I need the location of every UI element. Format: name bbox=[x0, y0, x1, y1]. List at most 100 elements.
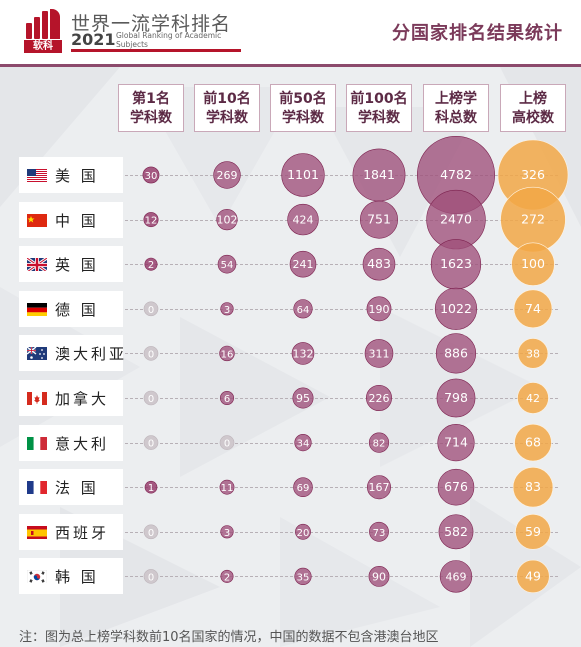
data-label-total: 676 bbox=[444, 479, 468, 494]
data-label-top50: 34 bbox=[297, 439, 310, 450]
data-label-top10: 0 bbox=[224, 439, 230, 450]
data-label-top10: 2 bbox=[224, 572, 230, 583]
data-label-total: 886 bbox=[444, 345, 468, 360]
column-header-line2: 学科数 bbox=[358, 110, 400, 126]
bubble-top100 bbox=[368, 566, 390, 587]
bubble-top100 bbox=[366, 475, 391, 500]
row-label: 西班牙 bbox=[19, 513, 123, 550]
bubble-top50 bbox=[293, 477, 313, 498]
bubble-top50 bbox=[281, 153, 325, 197]
ca-flag-icon bbox=[27, 391, 47, 405]
row-label: 韩 国 bbox=[19, 558, 123, 595]
data-label-top1: 1 bbox=[148, 483, 154, 494]
column-header-top50: 前50名学科数 bbox=[270, 84, 336, 132]
row-label: 美 国 bbox=[19, 157, 123, 193]
shanghairanking-logo: 软科 bbox=[24, 9, 62, 53]
data-label-universities: 38 bbox=[526, 347, 540, 360]
country-name: 中 国 bbox=[55, 211, 99, 230]
data-label-top50: 35 bbox=[297, 572, 310, 583]
bubble-top100 bbox=[366, 296, 392, 322]
country-name: 英 国 bbox=[55, 256, 99, 275]
us-flag-icon bbox=[27, 168, 47, 182]
country-name: 德 国 bbox=[55, 300, 99, 319]
column-header-total: 上榜学 科总数 bbox=[423, 84, 489, 132]
bubble-universities bbox=[514, 423, 552, 462]
country-name: 法 国 bbox=[55, 479, 99, 498]
data-label-total: 4782 bbox=[440, 167, 472, 182]
row-guide-line bbox=[125, 175, 558, 176]
row-guide-line bbox=[125, 576, 558, 578]
column-header-line2: 学科数 bbox=[282, 110, 324, 126]
title-year: 2021 bbox=[71, 30, 116, 49]
row-label: 澳大利亚 bbox=[19, 335, 124, 372]
column-header-line1: 上榜 bbox=[519, 91, 547, 107]
bubble-top100 bbox=[362, 247, 396, 281]
column-header-top1: 第1名 学科数 bbox=[118, 84, 184, 132]
header: 软科 世界一流学科排名 2021 Global Ranking of Acade… bbox=[0, 0, 581, 67]
column-header-top10: 前10名 学科数 bbox=[194, 84, 260, 132]
title-underline bbox=[71, 49, 241, 52]
bubble-top10 bbox=[220, 390, 235, 405]
country-name: 西班牙 bbox=[55, 523, 110, 542]
de-flag-icon bbox=[27, 302, 47, 316]
bubble-top1 bbox=[143, 524, 159, 540]
bubble-top1 bbox=[143, 212, 159, 228]
data-label-total: 469 bbox=[446, 570, 467, 583]
data-label-top50: 64 bbox=[297, 305, 310, 316]
data-label-top1: 30 bbox=[145, 171, 158, 182]
row-guide-line bbox=[125, 442, 558, 444]
data-label-top100: 311 bbox=[369, 347, 390, 360]
data-label-top100: 190 bbox=[369, 303, 390, 316]
bubble-top100 bbox=[365, 384, 392, 411]
bubble-total bbox=[434, 287, 478, 330]
data-label-top100: 226 bbox=[369, 392, 390, 405]
data-label-top100: 90 bbox=[372, 570, 386, 583]
bubble-total bbox=[439, 560, 473, 593]
data-label-universities: 326 bbox=[521, 167, 545, 182]
bubble-top100 bbox=[369, 521, 389, 542]
data-label-total: 582 bbox=[444, 524, 468, 539]
bubble-top1 bbox=[143, 435, 159, 450]
column-header-line1: 前10名 bbox=[203, 91, 251, 107]
data-label-top10: 269 bbox=[217, 169, 238, 182]
data-label-top100: 167 bbox=[369, 481, 390, 494]
data-label-top1: 0 bbox=[148, 305, 154, 316]
column-header-universities: 上榜 高校数 bbox=[500, 84, 566, 132]
bubble-universities bbox=[515, 513, 551, 550]
data-label-top10: 102 bbox=[217, 214, 238, 227]
data-label-top10: 3 bbox=[224, 528, 230, 539]
data-label-top100: 82 bbox=[373, 439, 386, 450]
bubble-top1 bbox=[143, 346, 159, 361]
data-label-universities: 68 bbox=[525, 435, 541, 450]
column-header-line2: 科总数 bbox=[435, 110, 477, 126]
bubble-top10 bbox=[220, 302, 234, 316]
title-subtitle: Global Ranking of Academic Subjects bbox=[116, 31, 222, 49]
data-label-top1: 0 bbox=[148, 439, 154, 450]
bubble-universities bbox=[517, 338, 549, 369]
bubble-top50 bbox=[295, 523, 311, 540]
data-label-universities: 272 bbox=[521, 212, 545, 227]
country-name: 意大利 bbox=[55, 434, 110, 453]
bubble-top10 bbox=[219, 479, 235, 495]
data-label-top1: 0 bbox=[148, 349, 154, 360]
column-header-line1: 前50名 bbox=[279, 91, 327, 107]
country-name: 加拿大 bbox=[55, 390, 110, 408]
data-label-universities: 74 bbox=[525, 301, 541, 316]
bubble-top10 bbox=[217, 254, 237, 274]
data-label-top1: 0 bbox=[148, 528, 154, 539]
row-label: 意大利 bbox=[19, 424, 123, 461]
bubble-top50 bbox=[291, 342, 315, 365]
bubble-top10 bbox=[219, 345, 235, 362]
bubble-total bbox=[437, 424, 475, 462]
bubble-top1 bbox=[143, 301, 159, 317]
row-label: 英 国 bbox=[19, 246, 123, 283]
country-name: 韩 国 bbox=[55, 568, 99, 587]
page-title: 世界一流学科排名 bbox=[71, 13, 232, 35]
column-header-line2: 高校数 bbox=[512, 110, 554, 126]
column-header-line2: 学科数 bbox=[130, 110, 172, 126]
header-divider bbox=[0, 64, 581, 67]
data-label-top50: 132 bbox=[293, 347, 314, 360]
bubble-top10 bbox=[213, 161, 241, 189]
bubble-universities bbox=[512, 467, 554, 508]
data-label-universities: 59 bbox=[525, 524, 541, 539]
